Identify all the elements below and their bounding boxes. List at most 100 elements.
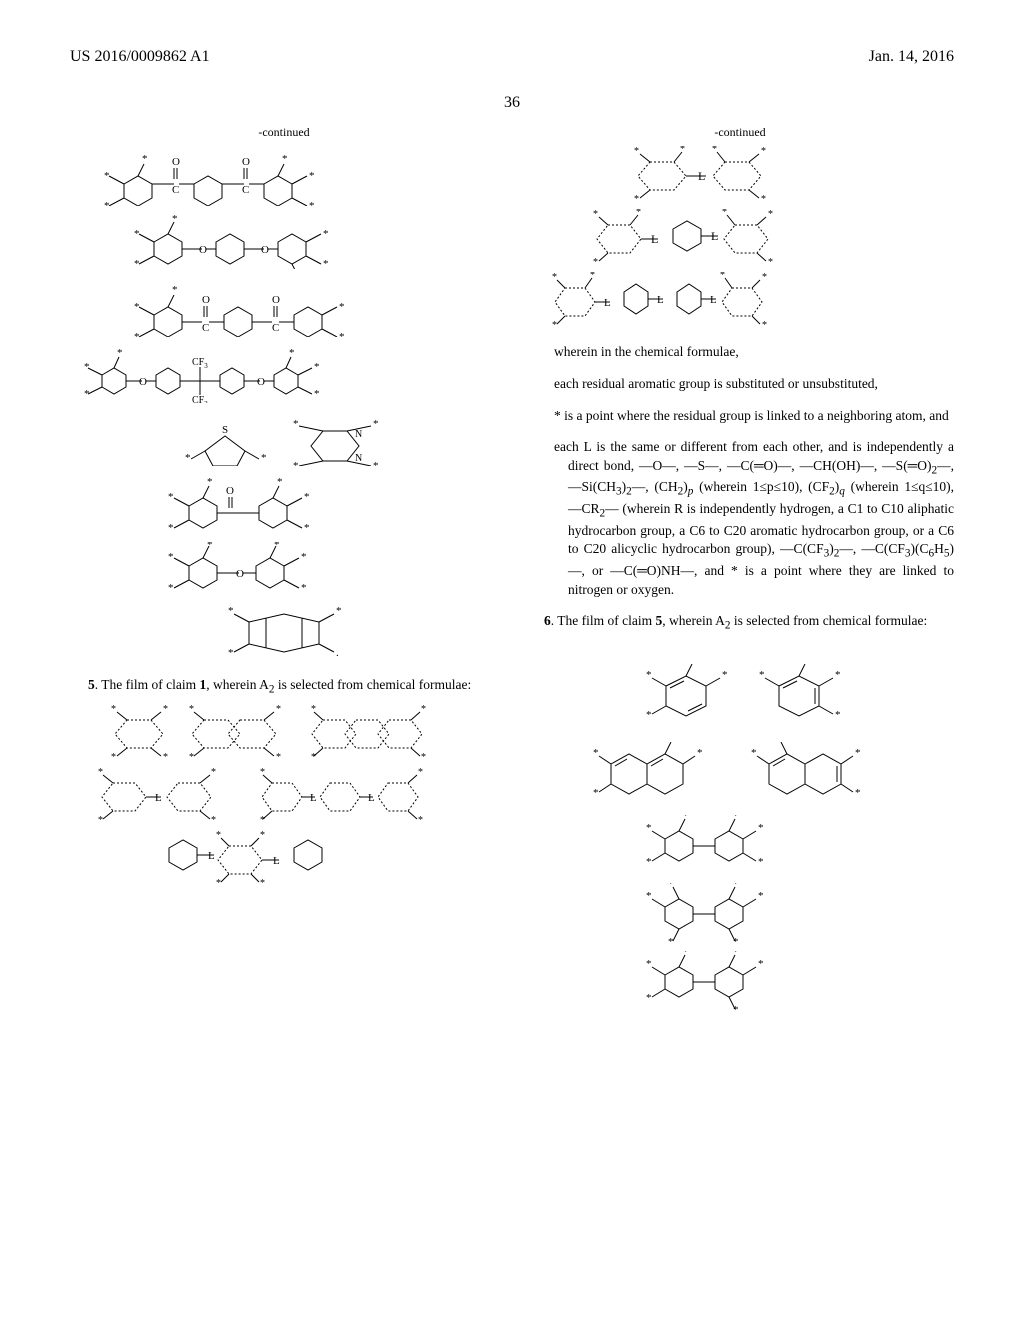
linker-l-label: L [310,792,317,804]
star-label: * [668,883,674,890]
star-label: * [111,752,116,759]
ketone-c-label: C [272,322,279,334]
star-label: * [634,194,639,201]
chem-structure-7: O * * * * * * [164,542,404,594]
star-label: * [134,301,140,313]
star-label: * [104,200,110,206]
generic-fused-2: * * * * [189,704,299,759]
star-label: * [373,460,379,466]
star-label: * [593,787,599,799]
star-label: * [84,361,90,373]
star-label: * [593,747,599,759]
benzene-1234: * * * * [749,664,844,734]
star-label: * [207,542,213,551]
star-label: * [758,822,764,834]
star-label: * [762,320,767,327]
star-label: * [680,146,685,155]
linker-l-label: L [651,232,658,246]
star-label: * [690,664,696,669]
chem-structure-4: O O CF3 CF3 * * * * * * [84,345,484,403]
star-label: * [260,767,265,778]
star-label: * [314,388,320,400]
star-label: * [293,418,299,430]
star-label: * [104,170,110,182]
star-label: * [211,767,216,778]
continued-label-right: -continued [526,124,954,140]
star-label: * [301,551,307,563]
star-label: * [668,936,674,943]
star-label: * [768,257,773,264]
claim-5-text-c: is selected from chemical formulae: [274,677,471,692]
claim-6-text-a: . The film of claim [551,613,656,628]
star-label: * [646,958,652,970]
star-label: * [168,582,174,594]
star-label: * [309,200,315,206]
star-label: * [311,704,316,715]
star-label: * [163,704,168,715]
right-column: -continued L * * * * * * [526,124,954,1027]
star-label: * [758,856,764,868]
chem-structure-6: O * * * * * * [164,474,404,534]
star-label: * [304,522,310,534]
header-pub-number: US 2016/0009862 A1 [70,48,210,66]
star-label: * [418,767,423,778]
star-label: * [282,153,288,165]
star-label: * [323,258,329,269]
linker-l-label: L [604,297,611,309]
star-label: * [712,146,717,155]
ketone-o-label: O [226,485,234,497]
star-label: * [761,146,766,157]
claim-6-text-b: , wherein A [662,613,725,628]
star-label: * [593,257,598,264]
star-label: * [733,883,739,890]
ether-o-label: O [236,568,244,580]
star-label: * [758,958,764,970]
star-label: * [277,476,283,488]
star-label: * [758,890,764,902]
claim-6-number: 6 [544,613,551,628]
star-label: * [309,170,315,182]
star-label: * [111,704,116,715]
star-label: * [323,228,329,240]
chem-structures-claim6: * * * * * * * * [526,664,954,1011]
star-label: * [276,704,281,715]
star-label: * [669,742,675,747]
star-label: * [803,664,809,669]
star-label: * [274,542,280,551]
generic-L-linked-2: L * * * * [98,767,248,822]
star-label: * [276,752,281,759]
star-label: * [311,752,316,759]
star-label: * [142,153,148,165]
chem-structures-claim5: * * * * * * * * [70,704,498,885]
naphthalene-b: * * * * [749,742,889,807]
star-label: * [835,669,841,681]
page-number: 36 [0,94,1024,112]
claim-5: 5. The film of claim 1, wherein A2 is se… [70,676,498,698]
star-label: * [84,388,90,400]
star-label: * [697,747,703,759]
star-label: * [418,815,423,822]
ketone-o-label: O [172,156,180,168]
star-label: * [751,747,757,759]
star-label: * [163,752,168,759]
linker-l-label: L [155,792,162,804]
star-label: * [168,522,174,534]
generic-phenyl-L-ring-L-phenyl: L L * * * * [154,830,414,885]
star-label: * [590,272,595,281]
wherein-c: each L is the same or different from eac… [568,438,954,598]
star-label: * [339,331,345,337]
page-header: US 2016/0009862 A1 Jan. 14, 2016 [0,0,1024,66]
thiophene-s-label: S [222,424,228,436]
biphenyl-parapara: * * * * * * [640,815,840,875]
star-label: * [134,331,140,337]
star-label: * [762,272,767,283]
star-label: * [336,605,342,617]
star-label: * [172,214,178,225]
star-label: * [761,194,766,201]
star-label: * [216,878,221,885]
generic-L-phenyl-L-phenyl-L: L L L * * * * * * [550,272,930,327]
linker-l-label: L [698,169,705,183]
linker-l-label: L [273,855,280,867]
star-label: * [646,890,652,902]
star-label: * [683,951,689,958]
